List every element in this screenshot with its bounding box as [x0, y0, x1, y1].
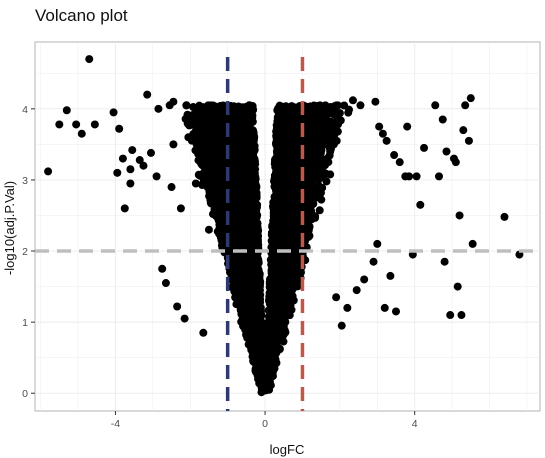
- data-point: [213, 207, 222, 216]
- data-point: [280, 174, 289, 183]
- data-point: [229, 103, 238, 112]
- data-point: [293, 282, 302, 291]
- chart-title: Volcano plot: [35, 6, 128, 25]
- data-point: [249, 183, 258, 192]
- data-point: [207, 186, 216, 195]
- data-point: [326, 147, 335, 156]
- data-point: [196, 171, 205, 180]
- data-point: [285, 300, 294, 309]
- data-point: [241, 320, 250, 329]
- data-point: [303, 126, 312, 135]
- data-point: [326, 170, 335, 179]
- data-point: [334, 120, 343, 129]
- data-point: [254, 327, 263, 336]
- point-cloud: [181, 101, 354, 397]
- data-point: [318, 115, 327, 124]
- data-point: [205, 172, 214, 181]
- data-point: [318, 138, 327, 147]
- data-point: [236, 218, 245, 227]
- data-point: [316, 147, 325, 156]
- data-point: [214, 112, 223, 121]
- data-point: [255, 277, 264, 286]
- data-point: [310, 133, 319, 142]
- data-point: [333, 101, 342, 110]
- data-point: [263, 379, 272, 388]
- data-point: [257, 321, 266, 330]
- data-point: [202, 124, 211, 133]
- data-point: [315, 206, 324, 215]
- data-point: [191, 146, 200, 155]
- data-point: [318, 183, 327, 192]
- data-point: [323, 132, 332, 141]
- data-point: [264, 337, 273, 346]
- data-point: [267, 236, 276, 245]
- data-point: [239, 209, 248, 218]
- data-point: [183, 119, 192, 128]
- data-point: [203, 115, 212, 124]
- data-point: [303, 154, 312, 163]
- data-point: [327, 119, 336, 128]
- data-point: [218, 103, 227, 112]
- data-point: [333, 113, 342, 122]
- data-point: [227, 275, 236, 284]
- data-point: [305, 222, 314, 231]
- data-point: [274, 236, 283, 245]
- data-point: [193, 104, 202, 113]
- data-points: [44, 55, 524, 397]
- data-point: [256, 314, 265, 323]
- data-point: [333, 127, 342, 136]
- data-point: [287, 126, 296, 135]
- data-point: [214, 118, 223, 127]
- data-point: [268, 326, 277, 335]
- data-point: [255, 377, 264, 386]
- data-point: [219, 195, 228, 204]
- data-point: [212, 179, 221, 188]
- data-point: [248, 138, 257, 147]
- data-point: [258, 340, 267, 349]
- data-point: [322, 177, 331, 186]
